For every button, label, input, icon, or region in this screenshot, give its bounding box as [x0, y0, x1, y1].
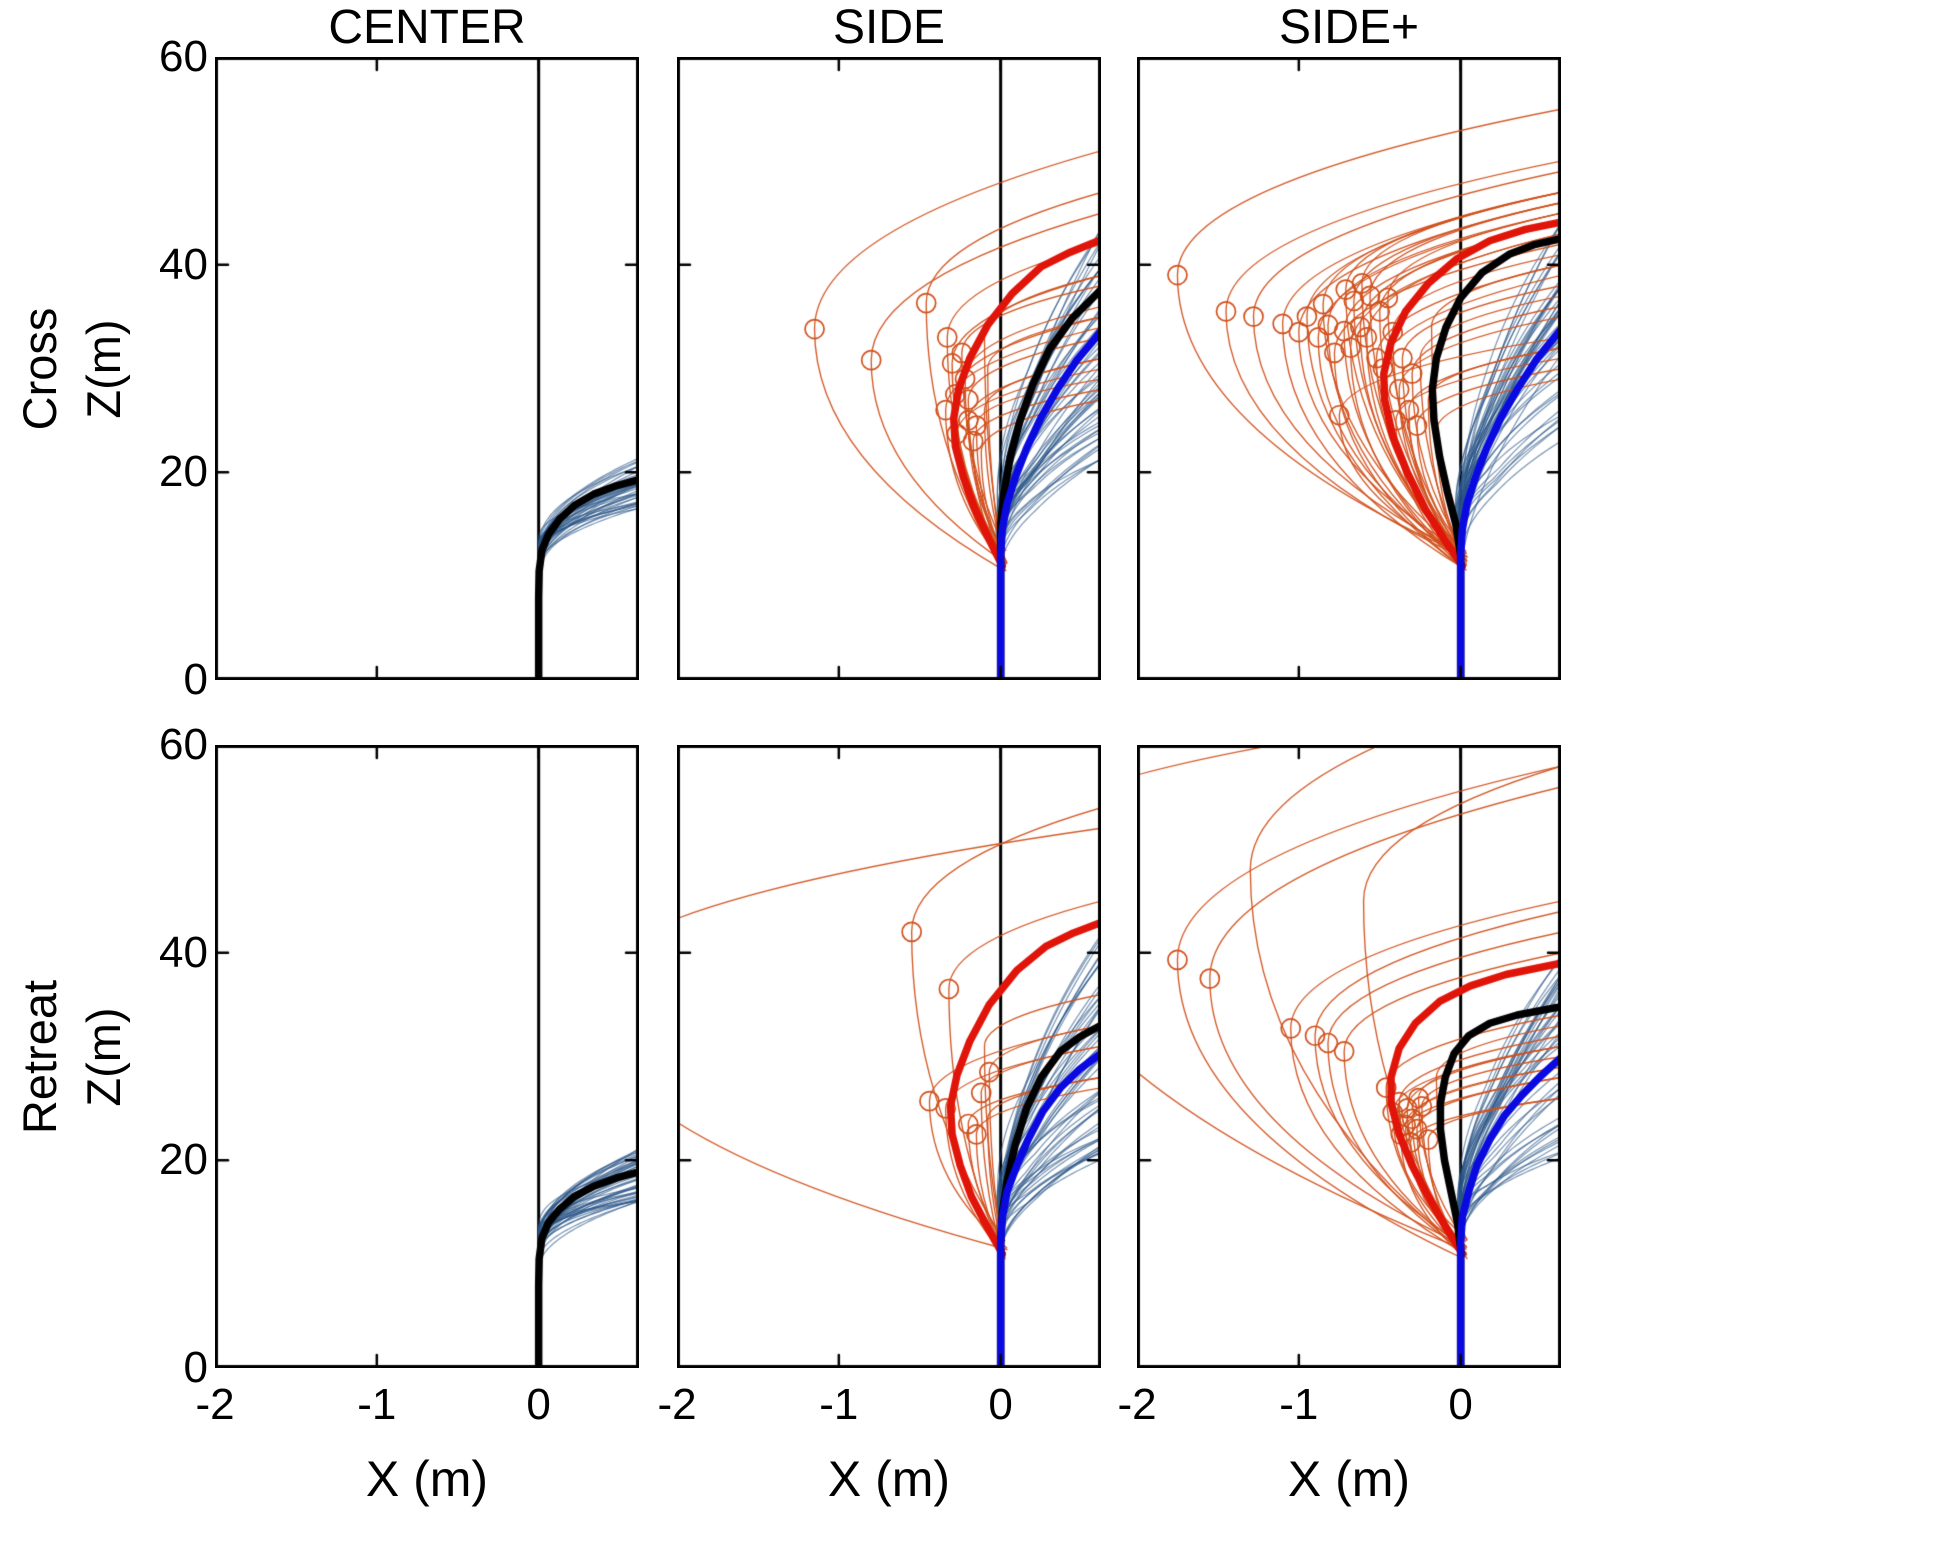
panel-retreat-sideplus — [1137, 745, 1561, 1368]
y-tick-label: 20 — [159, 447, 208, 497]
row-label-cross: Cross — [13, 307, 66, 430]
y-tick-label: 0 — [183, 1343, 208, 1392]
x-tick-label: -1 — [1279, 1380, 1319, 1429]
column-title-sideplus: SIDE+ — [1278, 1, 1420, 54]
panel-cross-side — [677, 57, 1101, 680]
y-tick-label: 40 — [159, 927, 208, 977]
y-tick-label: 0 — [183, 655, 208, 704]
xlabel-side: X (m) — [827, 1451, 951, 1507]
column-title-side: SIDE — [832, 1, 946, 54]
xlabel-center: X (m) — [365, 1451, 489, 1507]
y-tick-label: 20 — [159, 1135, 208, 1185]
xlabel-sideplus: X (m) — [1287, 1451, 1411, 1507]
x-tick-label: -1 — [819, 1380, 859, 1429]
x-tick-label: -2 — [1117, 1380, 1157, 1429]
panel-retreat-center — [215, 745, 639, 1368]
panel-cross-sideplus — [1137, 57, 1561, 680]
column-title-center: CENTER — [328, 1, 526, 54]
x-tick-label: 0 — [1448, 1380, 1473, 1429]
row-label-retreat: Retreat — [13, 979, 66, 1134]
x-tick-label: 0 — [988, 1380, 1013, 1429]
x-tick-label: 0 — [526, 1380, 551, 1429]
x-tick-label: -2 — [657, 1380, 697, 1429]
y-tick-label: 60 — [159, 32, 208, 81]
y-tick-label: 40 — [159, 239, 208, 289]
panel-retreat-side — [677, 745, 1101, 1368]
x-tick-label: -1 — [357, 1380, 397, 1429]
panel-cross-center — [215, 57, 639, 680]
y-tick-label: 60 — [159, 720, 208, 769]
x-tick-label: -2 — [195, 1380, 235, 1429]
